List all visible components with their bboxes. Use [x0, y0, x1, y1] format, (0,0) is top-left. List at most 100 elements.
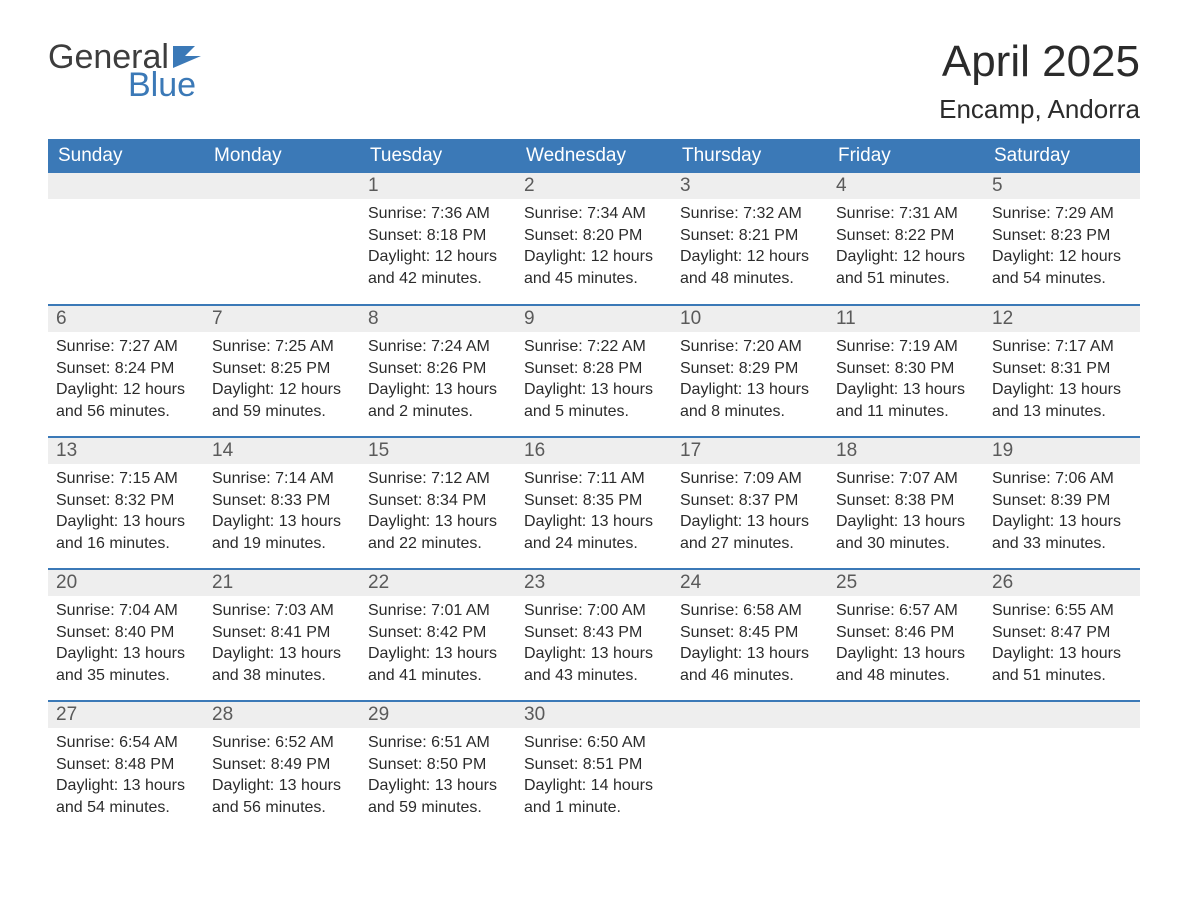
sunrise-line: Sunrise: 7:20 AM — [680, 336, 820, 358]
sunset-line: Sunset: 8:49 PM — [212, 754, 352, 776]
sunset-line: Sunset: 8:41 PM — [212, 622, 352, 644]
day-details: Sunrise: 6:57 AMSunset: 8:46 PMDaylight:… — [828, 596, 984, 694]
day-details: Sunrise: 7:17 AMSunset: 8:31 PMDaylight:… — [984, 332, 1140, 430]
sunset-line: Sunset: 8:37 PM — [680, 490, 820, 512]
day-number: 19 — [984, 438, 1140, 464]
calendar-day: 25Sunrise: 6:57 AMSunset: 8:46 PMDayligh… — [828, 569, 984, 701]
daylight-line: Daylight: 13 hours and 19 minutes. — [212, 511, 352, 554]
calendar-day: 21Sunrise: 7:03 AMSunset: 8:41 PMDayligh… — [204, 569, 360, 701]
daylight-line: Daylight: 13 hours and 11 minutes. — [836, 379, 976, 422]
daylight-line: Daylight: 13 hours and 43 minutes. — [524, 643, 664, 686]
sunrise-line: Sunrise: 7:19 AM — [836, 336, 976, 358]
daylight-line: Daylight: 13 hours and 33 minutes. — [992, 511, 1132, 554]
calendar-day: 13Sunrise: 7:15 AMSunset: 8:32 PMDayligh… — [48, 437, 204, 569]
daylight-line: Daylight: 13 hours and 13 minutes. — [992, 379, 1132, 422]
sunset-line: Sunset: 8:50 PM — [368, 754, 508, 776]
day-number: 6 — [48, 306, 204, 332]
sunset-line: Sunset: 8:48 PM — [56, 754, 196, 776]
calendar-day: 18Sunrise: 7:07 AMSunset: 8:38 PMDayligh… — [828, 437, 984, 569]
day-details: Sunrise: 7:11 AMSunset: 8:35 PMDaylight:… — [516, 464, 672, 562]
sunrise-line: Sunrise: 7:36 AM — [368, 203, 508, 225]
calendar-week: 27Sunrise: 6:54 AMSunset: 8:48 PMDayligh… — [48, 701, 1140, 833]
calendar-day: 22Sunrise: 7:01 AMSunset: 8:42 PMDayligh… — [360, 569, 516, 701]
daylight-line: Daylight: 12 hours and 56 minutes. — [56, 379, 196, 422]
sunset-line: Sunset: 8:42 PM — [368, 622, 508, 644]
day-number — [984, 702, 1140, 728]
sunrise-line: Sunrise: 7:31 AM — [836, 203, 976, 225]
daylight-line: Daylight: 13 hours and 27 minutes. — [680, 511, 820, 554]
daylight-line: Daylight: 13 hours and 48 minutes. — [836, 643, 976, 686]
day-number: 1 — [360, 173, 516, 199]
day-number: 21 — [204, 570, 360, 596]
daylight-line: Daylight: 13 hours and 59 minutes. — [368, 775, 508, 818]
day-details: Sunrise: 7:24 AMSunset: 8:26 PMDaylight:… — [360, 332, 516, 430]
calendar-day: 9Sunrise: 7:22 AMSunset: 8:28 PMDaylight… — [516, 305, 672, 437]
day-number: 15 — [360, 438, 516, 464]
day-number: 16 — [516, 438, 672, 464]
calendar-day: 8Sunrise: 7:24 AMSunset: 8:26 PMDaylight… — [360, 305, 516, 437]
day-number: 27 — [48, 702, 204, 728]
day-header: Friday — [828, 139, 984, 173]
day-details: Sunrise: 7:04 AMSunset: 8:40 PMDaylight:… — [48, 596, 204, 694]
daylight-line: Daylight: 13 hours and 46 minutes. — [680, 643, 820, 686]
sunset-line: Sunset: 8:43 PM — [524, 622, 664, 644]
calendar-day: 2Sunrise: 7:34 AMSunset: 8:20 PMDaylight… — [516, 173, 672, 305]
calendar-week: 6Sunrise: 7:27 AMSunset: 8:24 PMDaylight… — [48, 305, 1140, 437]
calendar-day-empty — [672, 701, 828, 833]
sunset-line: Sunset: 8:45 PM — [680, 622, 820, 644]
daylight-line: Daylight: 12 hours and 48 minutes. — [680, 246, 820, 289]
sunrise-line: Sunrise: 6:57 AM — [836, 600, 976, 622]
sunset-line: Sunset: 8:29 PM — [680, 358, 820, 380]
calendar-week: 1Sunrise: 7:36 AMSunset: 8:18 PMDaylight… — [48, 173, 1140, 305]
day-details: Sunrise: 7:34 AMSunset: 8:20 PMDaylight:… — [516, 199, 672, 297]
day-header: Saturday — [984, 139, 1140, 173]
day-number: 26 — [984, 570, 1140, 596]
sunrise-line: Sunrise: 6:51 AM — [368, 732, 508, 754]
location-label: Encamp, Andorra — [939, 94, 1140, 125]
daylight-line: Daylight: 12 hours and 42 minutes. — [368, 246, 508, 289]
day-details: Sunrise: 7:03 AMSunset: 8:41 PMDaylight:… — [204, 596, 360, 694]
calendar-day: 5Sunrise: 7:29 AMSunset: 8:23 PMDaylight… — [984, 173, 1140, 305]
day-details: Sunrise: 7:31 AMSunset: 8:22 PMDaylight:… — [828, 199, 984, 297]
sunrise-line: Sunrise: 7:07 AM — [836, 468, 976, 490]
sunset-line: Sunset: 8:47 PM — [992, 622, 1132, 644]
sunset-line: Sunset: 8:51 PM — [524, 754, 664, 776]
calendar-day: 10Sunrise: 7:20 AMSunset: 8:29 PMDayligh… — [672, 305, 828, 437]
sunrise-line: Sunrise: 7:25 AM — [212, 336, 352, 358]
daylight-line: Daylight: 13 hours and 24 minutes. — [524, 511, 664, 554]
day-details: Sunrise: 7:25 AMSunset: 8:25 PMDaylight:… — [204, 332, 360, 430]
day-details: Sunrise: 6:52 AMSunset: 8:49 PMDaylight:… — [204, 728, 360, 826]
day-number — [204, 173, 360, 199]
calendar-day: 16Sunrise: 7:11 AMSunset: 8:35 PMDayligh… — [516, 437, 672, 569]
calendar-day: 4Sunrise: 7:31 AMSunset: 8:22 PMDaylight… — [828, 173, 984, 305]
calendar-body: 1Sunrise: 7:36 AMSunset: 8:18 PMDaylight… — [48, 173, 1140, 833]
calendar-day: 27Sunrise: 6:54 AMSunset: 8:48 PMDayligh… — [48, 701, 204, 833]
calendar-day: 28Sunrise: 6:52 AMSunset: 8:49 PMDayligh… — [204, 701, 360, 833]
day-details: Sunrise: 7:12 AMSunset: 8:34 PMDaylight:… — [360, 464, 516, 562]
calendar-day: 29Sunrise: 6:51 AMSunset: 8:50 PMDayligh… — [360, 701, 516, 833]
day-number: 12 — [984, 306, 1140, 332]
calendar-day: 15Sunrise: 7:12 AMSunset: 8:34 PMDayligh… — [360, 437, 516, 569]
day-number: 9 — [516, 306, 672, 332]
day-details: Sunrise: 6:54 AMSunset: 8:48 PMDaylight:… — [48, 728, 204, 826]
sunrise-line: Sunrise: 7:22 AM — [524, 336, 664, 358]
calendar-day: 23Sunrise: 7:00 AMSunset: 8:43 PMDayligh… — [516, 569, 672, 701]
sunrise-line: Sunrise: 7:03 AM — [212, 600, 352, 622]
daylight-line: Daylight: 13 hours and 41 minutes. — [368, 643, 508, 686]
daylight-line: Daylight: 12 hours and 59 minutes. — [212, 379, 352, 422]
daylight-line: Daylight: 13 hours and 54 minutes. — [56, 775, 196, 818]
calendar-day: 20Sunrise: 7:04 AMSunset: 8:40 PMDayligh… — [48, 569, 204, 701]
sunrise-line: Sunrise: 6:55 AM — [992, 600, 1132, 622]
sunrise-line: Sunrise: 7:12 AM — [368, 468, 508, 490]
sunrise-line: Sunrise: 7:15 AM — [56, 468, 196, 490]
sunrise-line: Sunrise: 7:01 AM — [368, 600, 508, 622]
day-details — [672, 728, 828, 740]
sunset-line: Sunset: 8:21 PM — [680, 225, 820, 247]
day-details: Sunrise: 7:19 AMSunset: 8:30 PMDaylight:… — [828, 332, 984, 430]
day-details — [48, 199, 204, 211]
calendar-day: 7Sunrise: 7:25 AMSunset: 8:25 PMDaylight… — [204, 305, 360, 437]
sunset-line: Sunset: 8:38 PM — [836, 490, 976, 512]
day-details: Sunrise: 7:09 AMSunset: 8:37 PMDaylight:… — [672, 464, 828, 562]
calendar-day: 19Sunrise: 7:06 AMSunset: 8:39 PMDayligh… — [984, 437, 1140, 569]
calendar-table: SundayMondayTuesdayWednesdayThursdayFrid… — [48, 139, 1140, 833]
